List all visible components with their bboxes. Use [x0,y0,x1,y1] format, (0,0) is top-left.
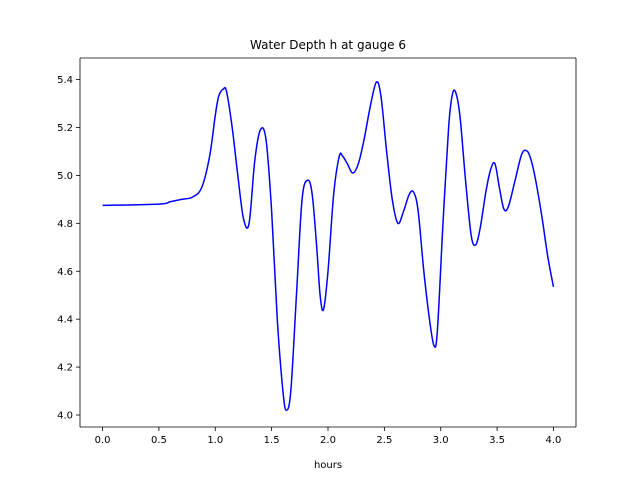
y-tick-label: 5.4 [57,75,73,86]
y-tick-label: 4.4 [57,315,73,326]
y-tick-label: 5.0 [57,171,73,182]
x-tick-label: 2.5 [376,435,392,446]
y-tick-label: 4.2 [57,363,73,374]
series-line-0 [102,81,555,411]
y-tick-label: 5.2 [57,123,73,134]
y-tick-label: 4.6 [57,267,73,278]
x-tick-label: 3.0 [433,435,449,446]
y-tick-label: 4.0 [57,411,73,422]
x-axis-label: hours [314,460,342,471]
x-tick-label: 2.0 [320,435,336,446]
x-tick-label: 4.0 [546,435,562,446]
chart-title: Water Depth h at gauge 6 [250,38,406,52]
x-tick-label: 1.5 [264,435,280,446]
x-tick-label: 0.5 [151,435,167,446]
y-axis-ticks: 4.0 4.2 4.4 4.6 4.8 5.0 5.2 5.4 [57,75,80,422]
x-axis-ticks: 0.0 0.5 1.0 1.5 2.0 2.5 3.0 3.5 4.0 [95,427,562,446]
x-tick-label: 1.0 [207,435,223,446]
x-tick-label: 3.5 [489,435,505,446]
plot-area [79,57,577,428]
x-tick-label: 0.0 [95,435,111,446]
y-tick-label: 4.8 [57,219,73,230]
